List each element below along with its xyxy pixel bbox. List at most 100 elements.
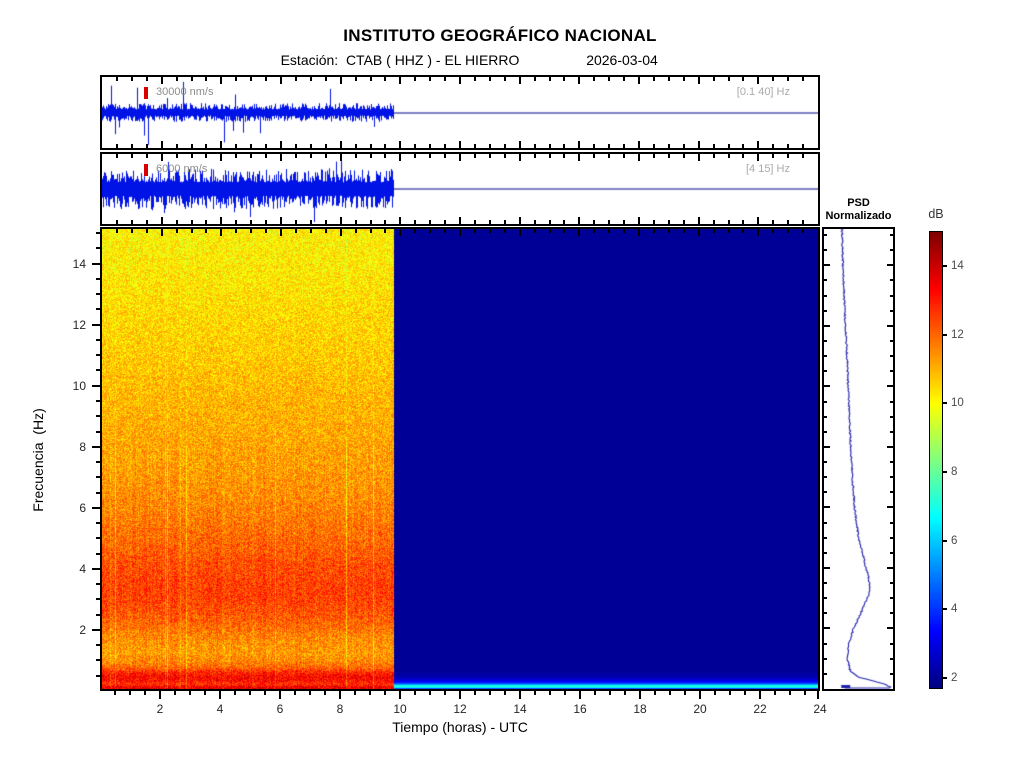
psd-title-line2: Normalizado: [810, 210, 907, 222]
tick-mark: [92, 263, 100, 265]
tick-mark: [96, 369, 100, 371]
tick-mark: [92, 507, 100, 509]
colorbar-tick-label: 12: [951, 329, 964, 341]
tick-mark: [943, 334, 947, 336]
tick-mark: [943, 471, 947, 473]
tick-mark: [279, 691, 281, 699]
tick-mark: [174, 691, 176, 695]
tick-mark: [96, 644, 100, 646]
y-tick-label: 14: [54, 257, 86, 271]
seismogram-canvas-filtered: [102, 154, 818, 224]
tick-mark: [294, 691, 296, 695]
tick-mark: [654, 691, 656, 695]
tick-mark: [774, 691, 776, 695]
tick-mark: [96, 293, 100, 295]
tick-mark: [943, 677, 947, 679]
tick-mark: [96, 339, 100, 341]
seismogram-panel-filtered: 6000 nm/s [4 15] Hz: [100, 152, 820, 226]
tick-mark: [249, 691, 251, 695]
tick-mark: [339, 691, 341, 699]
x-tick-label: 22: [753, 702, 766, 716]
tick-mark: [609, 691, 611, 695]
tick-mark: [817, 691, 819, 699]
colorbar: [929, 231, 943, 689]
colorbar-unit-label: dB: [924, 207, 948, 221]
tick-mark: [129, 691, 131, 695]
x-tick-label: 14: [513, 702, 526, 716]
x-tick-label: 24: [813, 702, 826, 716]
tick-mark: [414, 691, 416, 695]
tick-mark: [96, 354, 100, 356]
tick-mark: [429, 691, 431, 695]
tick-mark: [943, 608, 947, 610]
tick-mark: [669, 691, 671, 695]
tick-mark: [639, 691, 641, 699]
amplitude-scale-label: 30000 nm/s: [156, 86, 213, 98]
tick-mark: [943, 402, 947, 404]
tick-mark: [96, 278, 100, 280]
tick-mark: [96, 431, 100, 433]
tick-mark: [714, 691, 716, 695]
tick-mark: [354, 691, 356, 695]
y-axis-label: Frecuencia (Hz): [30, 400, 46, 520]
tick-mark: [504, 691, 506, 695]
colorbar-tick-label: 2: [951, 672, 957, 684]
psd-curve-canvas: [824, 229, 893, 689]
tick-mark: [96, 583, 100, 585]
x-tick-label: 2: [157, 702, 164, 716]
y-tick-label: 4: [54, 562, 86, 576]
tick-mark: [96, 247, 100, 249]
colorbar-canvas: [930, 232, 942, 688]
amplitude-scale-marker: [144, 87, 148, 99]
date-label: 2026-03-04: [586, 52, 658, 68]
tick-mark: [144, 691, 146, 695]
amplitude-scale-marker: [144, 164, 148, 176]
x-tick-label: 12: [453, 702, 466, 716]
tick-mark: [444, 691, 446, 695]
tick-mark: [744, 691, 746, 695]
tick-mark: [759, 691, 761, 699]
x-tick-label: 18: [633, 702, 646, 716]
spectrogram-canvas: [102, 229, 818, 689]
tick-mark: [789, 691, 791, 695]
y-tick-label: 10: [54, 379, 86, 393]
x-axis-label: Tiempo (horas) - UTC: [100, 719, 820, 735]
x-tick-label: 20: [693, 702, 706, 716]
tick-mark: [92, 324, 100, 326]
x-tick-label: 6: [277, 702, 284, 716]
tick-mark: [729, 691, 731, 695]
tick-mark: [92, 568, 100, 570]
tick-mark: [564, 691, 566, 695]
tick-mark: [96, 415, 100, 417]
tick-mark: [234, 691, 236, 695]
tick-mark: [549, 691, 551, 695]
tick-mark: [684, 691, 686, 695]
tick-mark: [534, 691, 536, 695]
tick-mark: [594, 691, 596, 695]
filter-band-label: [0.1 40] Hz: [737, 86, 790, 98]
tick-mark: [369, 691, 371, 695]
tick-mark: [96, 659, 100, 661]
tick-mark: [474, 691, 476, 695]
tick-mark: [399, 691, 401, 699]
tick-mark: [96, 492, 100, 494]
tick-mark: [804, 691, 806, 695]
tick-mark: [324, 691, 326, 695]
psd-panel: [822, 227, 895, 691]
tick-mark: [219, 691, 221, 699]
tick-mark: [96, 400, 100, 402]
tick-mark: [204, 691, 206, 695]
colorbar-tick-label: 10: [951, 397, 964, 409]
tick-mark: [96, 614, 100, 616]
tick-mark: [96, 476, 100, 478]
tick-mark: [96, 522, 100, 524]
tick-mark: [114, 691, 116, 695]
tick-mark: [92, 385, 100, 387]
tick-mark: [159, 691, 161, 699]
x-axis-ticks: [100, 691, 822, 701]
tick-mark: [699, 691, 701, 699]
tick-mark: [579, 691, 581, 699]
tick-mark: [96, 553, 100, 555]
filter-band-label: [4 15] Hz: [746, 163, 790, 175]
y-tick-label: 8: [54, 440, 86, 454]
